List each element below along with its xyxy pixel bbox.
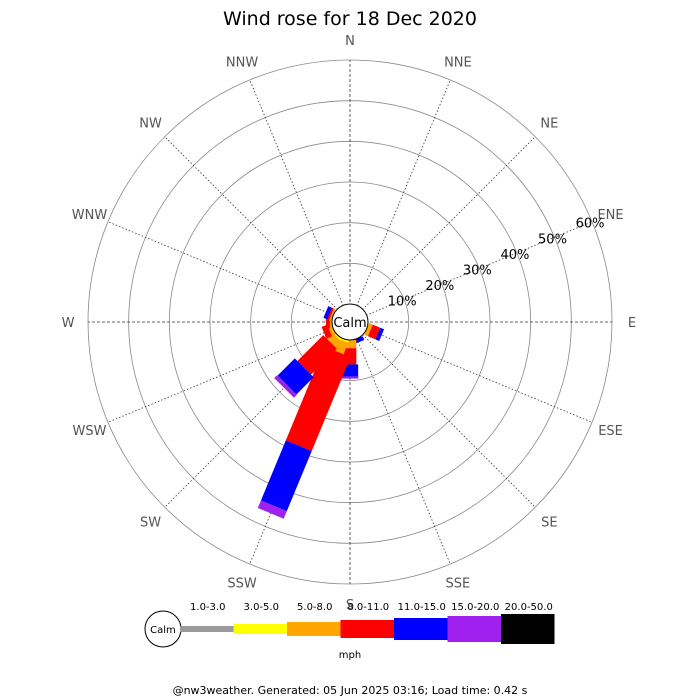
wind-bar-segment — [375, 327, 385, 341]
grid-spoke — [349, 321, 536, 508]
wind-bar-segment — [367, 324, 381, 340]
legend-swatch — [287, 622, 341, 636]
polar-grid — [87, 59, 613, 585]
grid-spoke — [349, 321, 451, 565]
legend-label: 8.0-11.0 — [347, 602, 389, 613]
legend-swatch — [340, 620, 394, 638]
direction-label: SSE — [446, 577, 471, 592]
direction-label: NE — [540, 117, 558, 132]
unit-label: mph — [339, 650, 361, 661]
direction-label: SW — [140, 515, 161, 530]
wind-bar-segment — [257, 500, 287, 519]
wind-bar-segment — [297, 335, 337, 375]
direction-label: NW — [139, 117, 162, 132]
direction-label: SSW — [227, 577, 257, 592]
wind-bar-segment — [327, 307, 334, 321]
wind-bar-segment — [277, 358, 314, 395]
grid-ring — [250, 222, 450, 422]
grid-spoke — [349, 79, 451, 323]
wind-bar-segment — [341, 376, 359, 379]
direction-label: N — [345, 34, 355, 49]
direction-labels: N NNE NE ENE E ESE SE SSE S SSW SW WSW W WNW NW NNW — [62, 34, 637, 613]
chart-title: Wind rose for 18 Dec 2020 — [223, 8, 477, 30]
legend-calm-label: Calm — [150, 625, 176, 636]
wind-bar-segment — [260, 440, 312, 512]
speed-legend: Calm 1.0-3.0 3.0-5.0 5.0-8.0 8.0-11.0 11.0-15… — [144, 602, 555, 648]
legend-label: 20.0-50.0 — [505, 602, 553, 613]
footer-text: @nw3weather. Generated: 05 Jun 2025 03:1… — [173, 684, 528, 697]
legend-label: 1.0-3.0 — [190, 602, 225, 613]
direction-label: ESE — [598, 424, 623, 439]
grid-spoke — [164, 321, 351, 508]
grid-spoke — [249, 79, 351, 323]
legend-swatch — [501, 614, 555, 644]
wind-bar-segment — [274, 375, 297, 398]
wind-bar-segment — [285, 346, 351, 452]
ring-label: 60% — [576, 217, 605, 232]
ring-label: 50% — [538, 232, 567, 247]
ring-label: 30% — [463, 263, 492, 278]
direction-label: WSW — [72, 424, 106, 439]
ring-labels: 10% 20% 30% 40% 50% 60% — [388, 217, 605, 310]
grid-spoke — [349, 221, 593, 323]
grid-spoke — [107, 321, 351, 423]
direction-label: NNE — [444, 55, 472, 70]
legend-label: 11.0-15.0 — [398, 602, 446, 613]
grid-spoke — [164, 136, 351, 323]
direction-label: W — [62, 316, 75, 331]
legend-swatch — [447, 616, 501, 642]
wind-bars — [257, 306, 385, 519]
wind-bar-segment — [364, 323, 373, 337]
direction-label: NNW — [226, 55, 258, 70]
direction-label: SE — [541, 515, 557, 530]
grid-spoke — [349, 136, 536, 323]
direction-label: E — [628, 316, 636, 331]
grid-ring — [290, 262, 410, 382]
calm-label: Calm — [333, 316, 366, 331]
legend-swatch — [233, 624, 287, 634]
wind-bar-segment — [323, 306, 333, 320]
ring-label: 20% — [425, 279, 454, 294]
legend-label: 5.0-8.0 — [297, 602, 332, 613]
legend-label: 15.0-20.0 — [451, 602, 499, 613]
direction-label: WNW — [72, 208, 108, 223]
calm-circle — [331, 303, 369, 341]
wind-bar-segment — [329, 308, 336, 321]
grid-spoke — [107, 221, 351, 323]
direction-label: ENE — [597, 208, 623, 223]
wind-bar-segment — [321, 324, 333, 339]
legend-swatch — [394, 618, 448, 640]
grid-spoke — [349, 321, 593, 423]
legend-swatch — [180, 626, 234, 632]
direction-label: S — [346, 598, 354, 613]
ring-label: 40% — [500, 248, 529, 263]
legend-label: 3.0-5.0 — [244, 602, 279, 613]
ring-label: 10% — [388, 295, 417, 310]
